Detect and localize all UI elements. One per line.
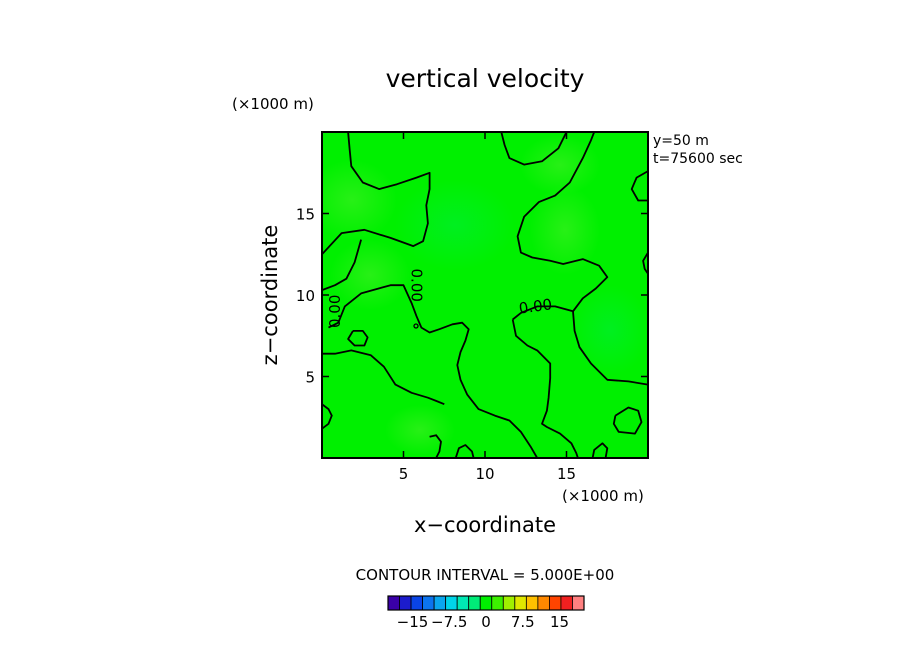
contour-line	[612, 406, 643, 435]
contour-line	[454, 444, 475, 458]
plot-area: 0.00 0.00 0.00 5 10 15 5 10 15	[296, 131, 649, 483]
colorbar-swatch	[456, 595, 470, 611]
contour-line	[591, 442, 609, 458]
contour-line	[500, 132, 568, 166]
colorbar-label: 7.5	[511, 613, 535, 631]
contour-line	[511, 319, 579, 458]
colorbar-swatch	[445, 595, 458, 611]
y-tick-label: 10	[296, 287, 315, 305]
chart-title: vertical velocity	[386, 64, 585, 93]
y-axis-label: z−coordinate	[258, 225, 282, 366]
colorbar-label: −7.5	[431, 613, 467, 631]
contour-line	[347, 330, 369, 347]
info-y-position: y=50 m	[653, 133, 709, 149]
field-shading	[322, 135, 648, 455]
colorbar-swatch	[479, 595, 493, 611]
colorbar-swatch	[491, 595, 504, 611]
contour-line	[322, 403, 333, 430]
contour-line	[328, 284, 538, 458]
x-tick-label: 5	[399, 465, 409, 483]
colorbar-swatch	[387, 595, 400, 611]
colorbar-swatch	[537, 595, 550, 611]
contour-line	[322, 349, 445, 406]
y-unit-label: (×1000 m)	[232, 95, 314, 113]
y-tick-label: 5	[305, 369, 315, 387]
colorbar-swatch	[502, 595, 516, 611]
x-axis-label: x−coordinate	[414, 513, 556, 537]
colorbar-label: 0	[481, 613, 491, 631]
colorbar-swatch	[572, 595, 585, 611]
x-unit-label: (×1000 m)	[562, 487, 644, 505]
x-tick-label: 10	[475, 465, 494, 483]
info-time: t=75600 sec	[653, 151, 743, 167]
contour-labels: 0.00 0.00 0.00	[326, 269, 553, 328]
contour-interval: CONTOUR INTERVAL = 5.000E+00	[356, 566, 615, 584]
axis-ticks: 5 10 15 5 10 15	[296, 132, 648, 483]
colorbar-swatch	[560, 595, 573, 611]
colorbar-swatch	[549, 595, 562, 611]
colorbar-swatch	[422, 595, 435, 611]
contour-lines	[322, 132, 648, 458]
colorbar: −15 −7.5 0 7.5 15	[387, 595, 585, 631]
contour-line	[512, 132, 609, 321]
colorbar-swatch	[514, 595, 527, 611]
contour-line	[642, 252, 648, 275]
colorbar-swatch	[433, 595, 447, 611]
contour-label: 0.00	[326, 295, 344, 328]
contour-label: 0.00	[408, 269, 426, 302]
contour-line	[322, 239, 362, 291]
colorbar-label: −15	[397, 613, 429, 631]
colorbar-swatch	[410, 595, 423, 611]
y-tick-label: 15	[296, 206, 315, 224]
contour-label: 0.00	[518, 295, 554, 317]
contour-point	[413, 323, 419, 329]
colorbar-label: 15	[550, 613, 569, 631]
contour-line	[322, 132, 431, 255]
contour-line	[630, 170, 648, 202]
colorbar-swatch	[468, 595, 481, 611]
colorbar-swatch	[525, 595, 539, 611]
contour-line	[572, 311, 648, 386]
contour-line	[429, 434, 442, 458]
colorbar-frame	[387, 595, 585, 611]
colorbar-swatch	[399, 595, 412, 611]
x-tick-label: 15	[557, 465, 576, 483]
